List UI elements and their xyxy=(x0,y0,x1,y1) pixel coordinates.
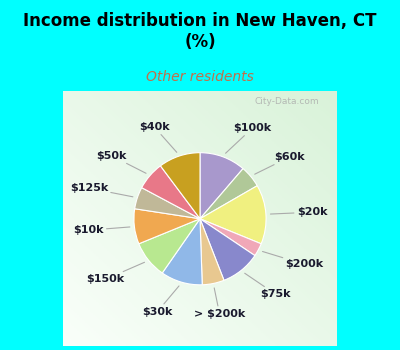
Wedge shape xyxy=(160,153,200,219)
Wedge shape xyxy=(135,188,200,219)
Text: > $200k: > $200k xyxy=(194,288,245,319)
Text: $150k: $150k xyxy=(86,262,144,284)
Text: $100k: $100k xyxy=(226,123,272,153)
Text: $50k: $50k xyxy=(96,150,146,173)
Wedge shape xyxy=(200,169,257,219)
Text: Other residents: Other residents xyxy=(146,70,254,84)
Text: $60k: $60k xyxy=(255,152,305,174)
Text: Income distribution in New Haven, CT
(%): Income distribution in New Haven, CT (%) xyxy=(23,12,377,51)
Wedge shape xyxy=(200,219,261,256)
Wedge shape xyxy=(200,219,255,280)
Wedge shape xyxy=(134,209,200,244)
Text: $30k: $30k xyxy=(142,286,179,317)
Wedge shape xyxy=(142,166,200,219)
Text: City-Data.com: City-Data.com xyxy=(255,97,319,106)
Text: $75k: $75k xyxy=(245,273,291,299)
Text: $200k: $200k xyxy=(262,252,324,270)
Wedge shape xyxy=(200,186,266,244)
Text: $20k: $20k xyxy=(270,207,327,217)
Wedge shape xyxy=(200,219,224,285)
Text: $125k: $125k xyxy=(70,183,133,197)
Text: $40k: $40k xyxy=(139,122,177,152)
Wedge shape xyxy=(162,219,202,285)
Wedge shape xyxy=(139,219,200,273)
Wedge shape xyxy=(200,153,243,219)
Text: $10k: $10k xyxy=(73,225,130,235)
